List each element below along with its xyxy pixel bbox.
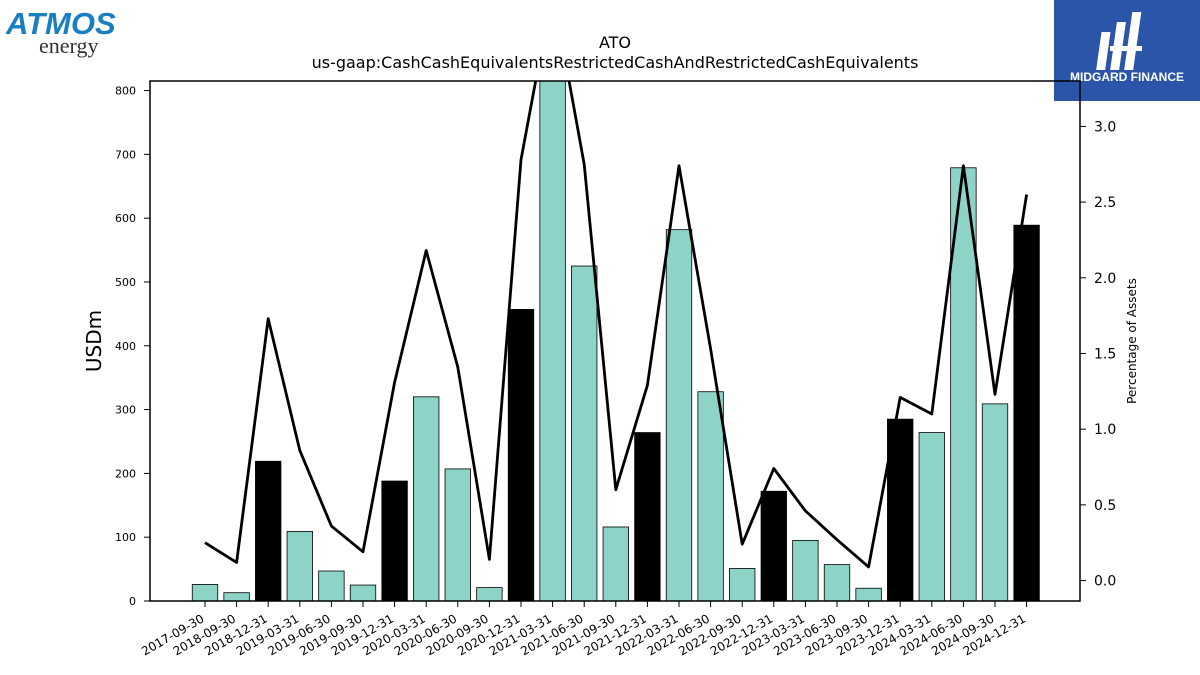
bar-2020-09-30 — [476, 587, 503, 601]
logo-atmos-word: ATMOS — [6, 6, 116, 41]
bar-2019-03-31 — [286, 531, 313, 601]
bar-2022-09-30 — [729, 568, 756, 601]
bar-2020-03-31 — [413, 396, 440, 601]
bar-2019-09-30 — [349, 584, 377, 601]
right-axis-ticks: 0.0 0.5 1.0 1.5 2.0 2.5 3.0 — [1080, 119, 1116, 590]
atmos-energy-logo: ATMOS energy — [6, 6, 116, 58]
bar-2024-12-31 — [1013, 224, 1040, 601]
bar-2021-06-30 — [571, 265, 598, 601]
bar-2023-12-31 — [887, 418, 914, 601]
y-tick-label: 800 — [115, 85, 136, 98]
bar-2021-09-30 — [602, 526, 629, 601]
midgard-emblem-icon: MIDGARD FINANCE — [1070, 12, 1184, 84]
bar-2017-09-30 — [191, 584, 219, 601]
bar-2024-09-30 — [981, 403, 1009, 601]
x-axis-ticks: 2017-09-302018-09-302018-12-312019-03-31… — [139, 601, 1028, 658]
plot-frame — [149, 80, 1081, 602]
y2-tick-label: 2.0 — [1094, 271, 1116, 287]
y-tick-label: 300 — [115, 404, 136, 417]
chart-subtitle: us-gaap:CashCashEquivalentsRestrictedCas… — [312, 53, 919, 72]
bar-2019-06-30 — [318, 570, 345, 601]
bar-2022-03-31 — [665, 229, 693, 601]
bar-2024-03-31 — [918, 432, 945, 601]
y2-tick-label: 0.0 — [1094, 574, 1116, 590]
bar-2018-12-31 — [255, 460, 282, 601]
y-tick-label: 100 — [115, 531, 136, 544]
bar-2018-09-30 — [223, 592, 250, 601]
bar-2020-06-30 — [444, 468, 471, 601]
midgard-finance-label: MIDGARD FINANCE — [1070, 70, 1184, 84]
y-tick-label: 400 — [115, 340, 136, 353]
bar-2022-12-31 — [760, 490, 787, 601]
y2-tick-label: 3.0 — [1094, 119, 1116, 135]
bar-2023-09-30 — [855, 587, 882, 601]
bar-2020-12-31 — [507, 309, 535, 601]
bar-group — [191, 81, 1040, 601]
bar-2021-12-31 — [634, 432, 661, 601]
bar-2021-03-31 — [539, 81, 566, 601]
y2-tick-label: 1.0 — [1094, 422, 1116, 438]
y-tick-label: 700 — [115, 148, 136, 161]
y-axis-label: USDm — [82, 310, 106, 372]
y-tick-label: 200 — [115, 467, 136, 480]
bar-2019-12-31 — [381, 480, 408, 601]
y-tick-label: 0 — [129, 595, 136, 608]
y2-tick-label: 0.5 — [1094, 498, 1116, 514]
bar-2023-06-30 — [823, 564, 851, 601]
midgard-finance-logo: MIDGARD FINANCE — [1054, 0, 1200, 101]
y-tick-label: 600 — [115, 212, 136, 225]
y2-tick-label: 2.5 — [1094, 195, 1116, 211]
chart-title: ATO — [599, 33, 631, 52]
left-axis-ticks: 0 100 200 300 400 500 600 700 800 — [115, 85, 150, 608]
logo-energy-word: energy — [39, 33, 98, 58]
bar-2023-03-31 — [792, 539, 819, 601]
y2-tick-label: 1.5 — [1094, 346, 1116, 362]
percent-assets-line — [204, 81, 1028, 569]
bar-2022-06-30 — [697, 391, 724, 601]
y-tick-label: 500 — [115, 276, 136, 289]
y2-axis-label: Percentage of Assets — [1125, 278, 1139, 404]
